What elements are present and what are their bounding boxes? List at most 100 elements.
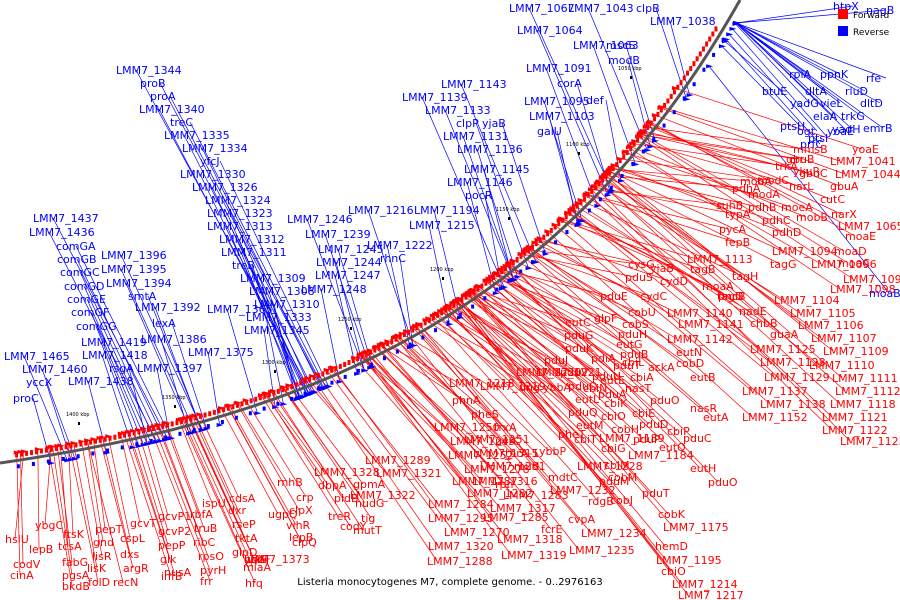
reverse-gene-label[interactable]: proB (140, 77, 166, 90)
reverse-gene-label[interactable]: pocR (465, 189, 493, 202)
forward-gene-label[interactable]: pduJ (544, 354, 568, 367)
forward-gene-label[interactable]: cbiP (667, 425, 690, 438)
forward-gene-label[interactable]: cbiT (574, 433, 597, 446)
forward-gene-label[interactable]: LMM7_1289 (365, 454, 431, 467)
forward-gene-label[interactable]: pduU (592, 370, 621, 383)
forward-gene-label[interactable]: mdtC (548, 471, 578, 484)
reverse-gene-label[interactable]: trkG (841, 110, 865, 123)
forward-gene-label[interactable]: rbfA (190, 508, 213, 521)
forward-gene-label[interactable]: pduA (598, 388, 627, 401)
forward-gene-label[interactable]: lisK (87, 562, 107, 575)
reverse-gene-label[interactable]: LMM7_1311 (221, 246, 287, 259)
reverse-gene-label[interactable]: LMM7_1465 (4, 350, 70, 363)
forward-gene-label[interactable]: gcvP2 (158, 525, 191, 538)
forward-gene-label[interactable]: LMM7_1138 (760, 398, 826, 411)
forward-gene-label[interactable]: pheT (558, 428, 586, 441)
reverse-gene-label[interactable]: LMM7_1396 (101, 249, 167, 262)
forward-gene-label[interactable]: LMM7_1283 (503, 489, 569, 502)
reverse-gene-label[interactable]: LMM7_1437 (33, 212, 99, 225)
forward-gene-label[interactable]: eutC (565, 316, 591, 329)
forward-gene-label[interactable]: pldB (334, 492, 359, 505)
reverse-gene-label[interactable]: LMM7_1245 (318, 243, 384, 256)
forward-gene-label[interactable]: clpX (289, 504, 313, 517)
forward-gene-label[interactable]: gnd (93, 536, 114, 549)
reverse-gene-label[interactable]: LMM7_1334 (182, 142, 248, 155)
reverse-gene-label[interactable]: comGC (60, 266, 100, 279)
forward-gene-label[interactable]: moaE (845, 230, 876, 243)
forward-gene-label[interactable]: eutQ (659, 441, 686, 454)
forward-gene-label[interactable]: pduB (620, 348, 648, 361)
forward-gene-label[interactable]: pycA (719, 223, 747, 236)
reverse-gene-label[interactable]: mscS (606, 39, 635, 52)
forward-gene-label[interactable]: dbpA (318, 479, 347, 492)
forward-gene-label[interactable]: argR (123, 562, 149, 575)
forward-gene-label[interactable]: ybgC (35, 519, 63, 532)
reverse-gene-label[interactable]: LMM7_1131 (443, 130, 509, 143)
reverse-gene-label[interactable]: LMM7_1103 (529, 110, 595, 123)
forward-gene-label[interactable]: LMM7_1278 (464, 463, 530, 476)
forward-gene-label[interactable]: eutG (616, 338, 643, 351)
reverse-gene-label[interactable]: LMM7_1216 (348, 204, 414, 217)
forward-gene-label[interactable]: LMM7_1288 (427, 555, 493, 568)
forward-gene-label[interactable]: eutB (690, 371, 716, 384)
forward-gene-label[interactable]: treR (328, 510, 351, 523)
forward-gene-label[interactable]: chbB (750, 317, 778, 330)
forward-gene-label[interactable]: rnhB (277, 476, 303, 489)
forward-gene-label[interactable]: pduT (613, 359, 641, 372)
forward-gene-label[interactable]: rdgB (588, 495, 614, 508)
forward-gene-label[interactable]: pepT (95, 523, 123, 536)
forward-gene-label[interactable]: mmsB (793, 143, 828, 156)
forward-gene-label[interactable]: gbuC (799, 167, 828, 180)
forward-gene-label[interactable]: cobH (611, 423, 639, 436)
reverse-gene-label[interactable]: elaA (813, 110, 838, 123)
forward-gene-label[interactable]: lepB (289, 531, 313, 544)
reverse-gene-label[interactable]: LMM7_1095 (524, 95, 590, 108)
forward-gene-label[interactable]: ftsK (63, 528, 85, 541)
reverse-gene-label[interactable]: LMM7_1067 (509, 2, 575, 15)
forward-gene-label[interactable]: moaC (838, 257, 870, 270)
forward-gene-label[interactable]: eutN (676, 346, 702, 359)
forward-gene-label[interactable]: cbiE (632, 407, 655, 420)
forward-gene-label[interactable]: LMM7_1125 (750, 343, 816, 356)
forward-gene-label[interactable]: cspL (120, 532, 146, 545)
reverse-gene-label[interactable]: def (586, 94, 605, 107)
reverse-gene-label[interactable]: LMM7_1239 (305, 228, 371, 241)
forward-gene-label[interactable]: yoaE (852, 143, 879, 156)
forward-gene-label[interactable]: pduQ (568, 406, 598, 419)
reverse-gene-label[interactable]: LMM7_1064 (517, 24, 583, 37)
reverse-gene-label[interactable]: yadH (832, 123, 861, 136)
forward-gene-label[interactable]: luxS (244, 553, 268, 566)
forward-gene-label[interactable]: LMM7_1316 (472, 475, 538, 488)
forward-gene-label[interactable]: lepB (29, 543, 53, 556)
reverse-gene-label[interactable]: LMM7_1063 (573, 39, 639, 52)
forward-gene-label[interactable]: yqeF (244, 553, 271, 566)
forward-gene-label[interactable]: LMM7_1217 (678, 589, 744, 600)
forward-gene-label[interactable]: codY (340, 520, 367, 533)
reverse-gene-label[interactable]: LMM7_1139 (402, 91, 468, 104)
reverse-gene-label[interactable]: comGE (67, 293, 106, 306)
reverse-gene-label[interactable]: LMM7_1324 (205, 194, 271, 207)
forward-gene-label[interactable]: LMM7_1184 (628, 449, 694, 462)
forward-gene-label[interactable]: cbiO (601, 410, 626, 423)
forward-gene-label[interactable]: LMM7_1141 (678, 318, 744, 331)
forward-gene-label[interactable]: LMM7_1220 (516, 366, 582, 379)
forward-gene-label[interactable]: crp (296, 491, 314, 504)
reverse-gene-label[interactable]: proC (13, 392, 39, 405)
forward-gene-label[interactable]: frr (200, 575, 213, 588)
forward-gene-label[interactable]: eutM (576, 419, 604, 432)
forward-gene-label[interactable]: pduV (560, 366, 589, 379)
forward-gene-label[interactable]: pgsA (62, 569, 90, 582)
forward-gene-label[interactable]: pduE (600, 290, 628, 303)
forward-gene-label[interactable]: LMM7_1318 (497, 533, 563, 546)
forward-gene-label[interactable]: LMM7_1110 (809, 359, 875, 372)
forward-gene-label[interactable]: LMM7_1122 (822, 424, 888, 437)
forward-gene-label[interactable]: pduG (564, 329, 593, 342)
reverse-gene-label[interactable]: LMM7_1247 (315, 269, 381, 282)
forward-gene-label[interactable]: cbiM (604, 459, 630, 472)
forward-gene-label[interactable]: LMM7_1106 (798, 319, 864, 332)
forward-gene-label[interactable]: LMM7_1109 (823, 345, 889, 358)
forward-gene-label[interactable]: cbiL (622, 356, 645, 369)
forward-gene-label[interactable]: LMM7_1098 (830, 283, 896, 296)
forward-gene-label[interactable]: pepP (158, 539, 186, 552)
forward-gene-label[interactable]: LMM7_1232 (550, 484, 616, 497)
